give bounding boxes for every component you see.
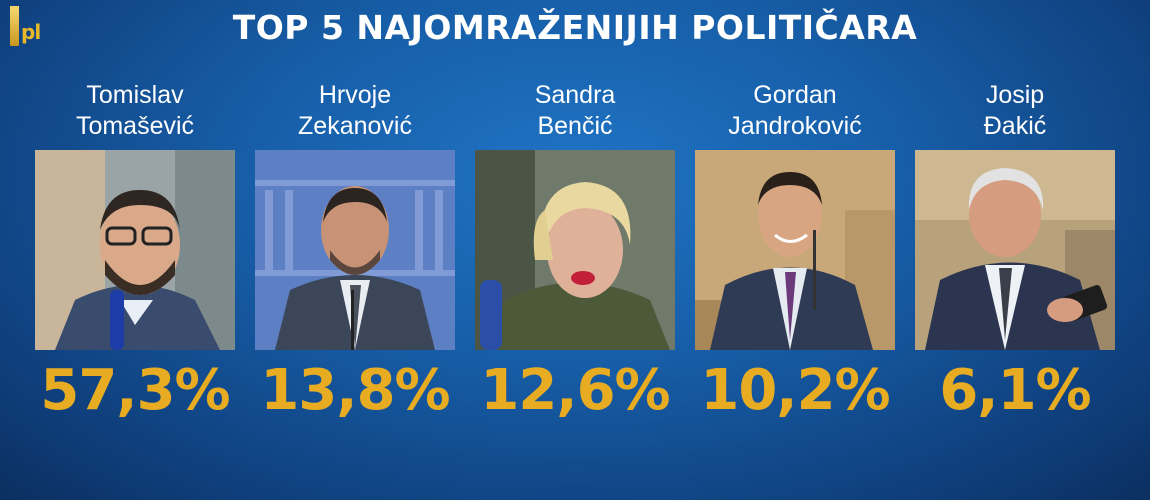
politician-photo [35, 150, 235, 350]
last-name: Benčić [537, 112, 613, 140]
politician-name: Hrvoje Zekanović [245, 80, 465, 142]
politician-card-zekanovic: Hrvoje Zekanović 13,8% [245, 80, 465, 423]
politician-name: Gordan Jandroković [685, 80, 905, 142]
politician-card-tomasevic: Tomislav Tomašević 57,3% [25, 80, 245, 423]
politician-name: Sandra Benčić [465, 80, 685, 142]
percentage-value: 10,2% [700, 358, 890, 423]
politician-photo [255, 150, 455, 350]
percentage-value: 57,3% [40, 358, 230, 423]
politician-name: Tomislav Tomašević [25, 80, 245, 142]
first-name: Hrvoje [318, 81, 392, 109]
ipl-logo-icon: pl [8, 6, 48, 48]
politician-card-jandrokovic: Gordan Jandroković 10,2% [685, 80, 905, 423]
percentage-value: 13,8% [260, 358, 450, 423]
politician-card-dakic: Josip Đakić 6,1% [905, 80, 1125, 423]
first-name: Josip [985, 81, 1045, 109]
last-name: Jandroković [728, 112, 862, 140]
last-name: Zekanović [298, 112, 412, 140]
politician-card-bencic: Sandra Benčić 12,6% [465, 80, 685, 423]
page-title: TOP 5 NAJOMRAŽENIJIH POLITIČARA [232, 8, 918, 47]
last-name: Đakić [983, 112, 1047, 140]
politician-name: Josip Đakić [905, 80, 1125, 142]
politician-photo [915, 150, 1115, 350]
last-name: Tomašević [75, 112, 195, 140]
first-name: Tomislav [86, 81, 184, 109]
percentage-value: 6,1% [939, 358, 1091, 423]
politician-photo [475, 150, 675, 350]
percentage-value: 12,6% [480, 358, 670, 423]
first-name: Gordan [753, 81, 837, 109]
first-name: Sandra [534, 81, 616, 109]
politician-photo [695, 150, 895, 350]
logo-text: pl [21, 20, 41, 44]
